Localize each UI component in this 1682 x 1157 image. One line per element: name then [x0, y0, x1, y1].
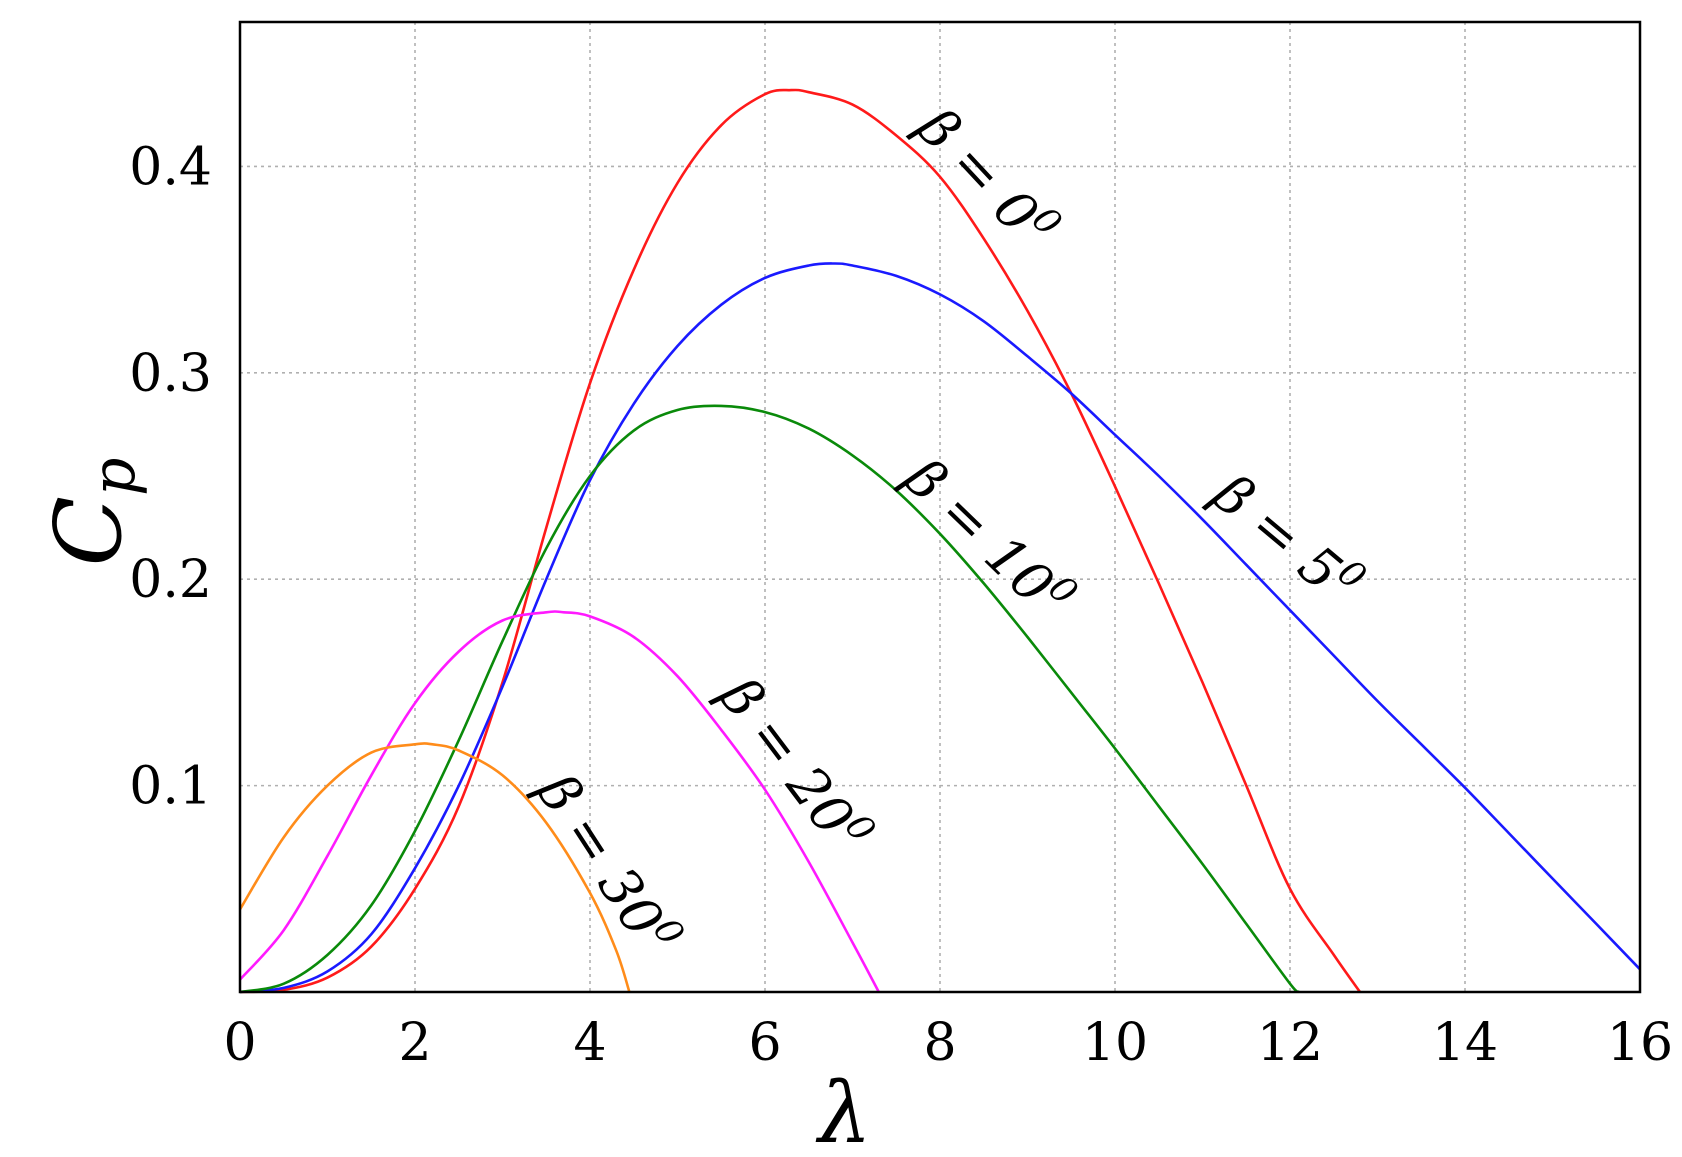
x-tick-labels: 0 2 4 6 8 10 12 14 16	[223, 1013, 1673, 1073]
y-tick-label: 0.3	[129, 344, 212, 404]
x-tick-label: 16	[1607, 1013, 1673, 1073]
y-tick-label: 0.4	[129, 137, 212, 197]
series-label-beta-0: β = 00	[904, 92, 1069, 262]
series-label-beta-10-text: β = 10	[892, 445, 1066, 616]
y-tick-label: 0.2	[129, 550, 212, 610]
y-axis-title-main: C	[35, 496, 142, 566]
series-label-beta-30: β = 300	[524, 759, 692, 967]
series-line-0	[239, 88, 1362, 994]
series-label-beta-30-text: β = 30	[524, 761, 676, 948]
x-axis-title: λ	[815, 1064, 871, 1157]
x-tick-label: 8	[923, 1013, 956, 1073]
y-axis-title-subscript: p	[79, 458, 149, 496]
series-curves	[238, 88, 1641, 994]
series-label-beta-5: β = 50	[1200, 457, 1373, 618]
series-label-beta-20-text: β = 20	[706, 664, 866, 847]
grid-lines	[240, 22, 1640, 992]
x-tick-label: 6	[748, 1013, 781, 1073]
series-label-beta-10: β = 100	[892, 442, 1086, 632]
x-tick-label: 2	[398, 1013, 431, 1073]
plot-frame	[238, 20, 1642, 994]
x-tick-label: 14	[1432, 1013, 1498, 1073]
y-tick-label: 0.1	[129, 757, 212, 817]
x-tick-label: 0	[223, 1013, 256, 1073]
y-axis-title: Cp	[35, 458, 149, 567]
series-label-beta-20: β = 200	[706, 662, 883, 866]
series-line-4	[238, 742, 631, 993]
x-tick-label: 10	[1082, 1013, 1148, 1073]
series-line-3	[239, 610, 880, 993]
x-tick-label: 12	[1257, 1013, 1323, 1073]
series-line-2	[239, 404, 1300, 994]
x-tick-label: 4	[573, 1013, 606, 1073]
y-tick-labels: 0.1 0.2 0.3 0.4	[129, 137, 212, 816]
